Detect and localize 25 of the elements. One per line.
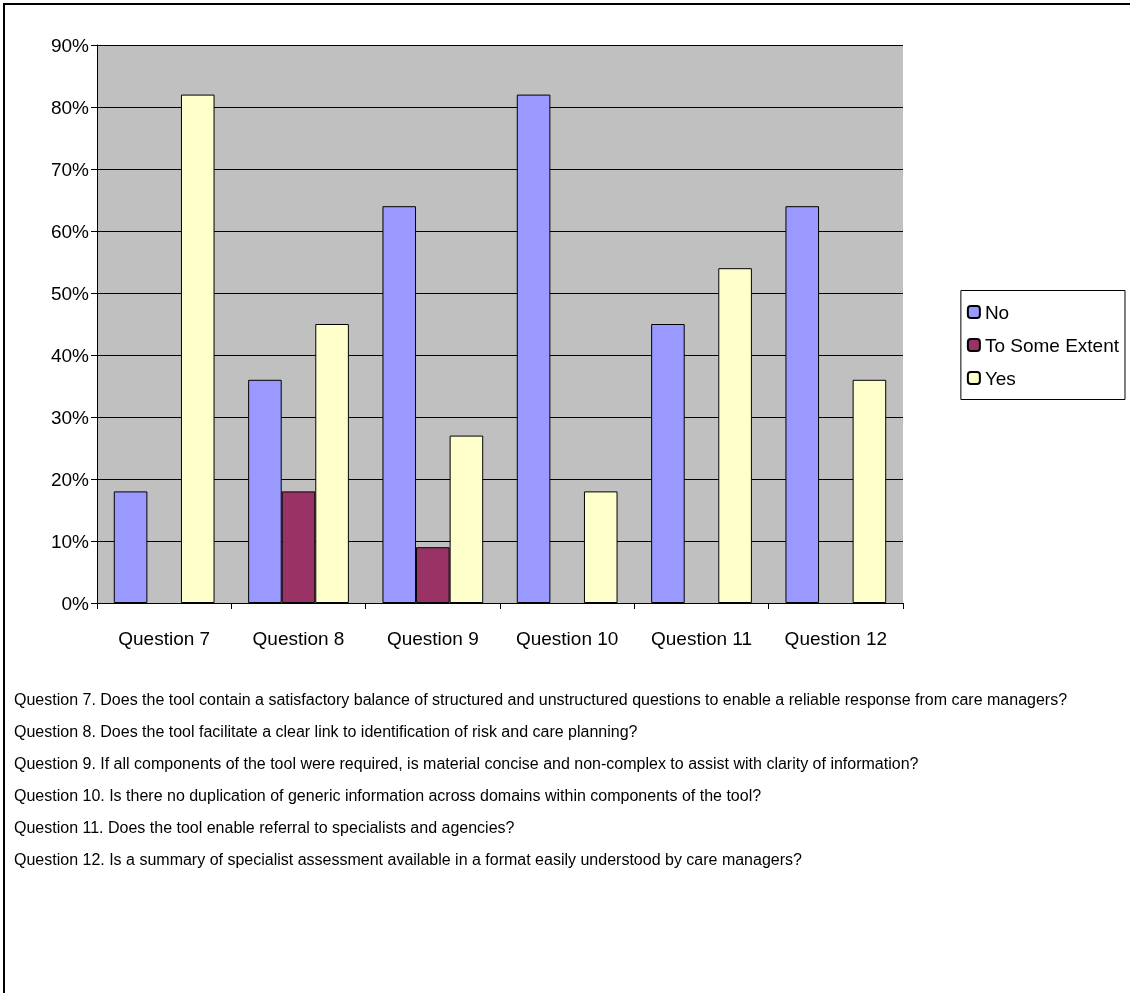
text: Question 9. If all components of the tool were required, is material concise and non-complex to assist with clarity of information? (14, 754, 920, 774)
x-tick-label: Question 7 (118, 627, 211, 649)
legend-label: No (984, 301, 1010, 323)
y-tick-label: 80% (50, 96, 90, 118)
y-tick-label: 10% (50, 530, 90, 552)
x-tick-label: Question 9 (386, 627, 479, 649)
text: Question 10. Is there no duplication of generic information across domains within components of the tool? (14, 786, 763, 806)
text: Question 12. Is a summary of specialist assessment available in a format easily understood by care managers? (14, 850, 803, 870)
y-tick-label: 20% (50, 468, 90, 490)
x-tick-label: Question 11 (650, 627, 753, 649)
x-tick-label: Question 10 (515, 627, 619, 649)
y-tick-label: 40% (50, 344, 90, 366)
legend-label: To Some Extent (984, 334, 1120, 356)
y-tick-label: 30% (50, 406, 90, 428)
y-tick-label: 60% (50, 220, 90, 242)
y-tick-label: 50% (50, 282, 90, 304)
text: Question 11. Does the tool enable referral to specialists and agencies? (14, 818, 516, 838)
y-tick-label: 90% (50, 34, 90, 56)
y-tick-label: 0% (61, 592, 90, 614)
legend-label: Yes (984, 367, 1016, 389)
text: Question 7. Does the tool contain a satisfactory balance of structured and unstructured questions to enable a reliable response from care managers? (14, 690, 1069, 710)
text: Question 8. Does the tool facilitate a clear link to identification of risk and care planning? (14, 722, 639, 742)
x-tick-label: Question 8 (252, 627, 345, 649)
y-tick-label: 70% (50, 158, 90, 180)
x-tick-label: Question 12 (784, 627, 888, 649)
